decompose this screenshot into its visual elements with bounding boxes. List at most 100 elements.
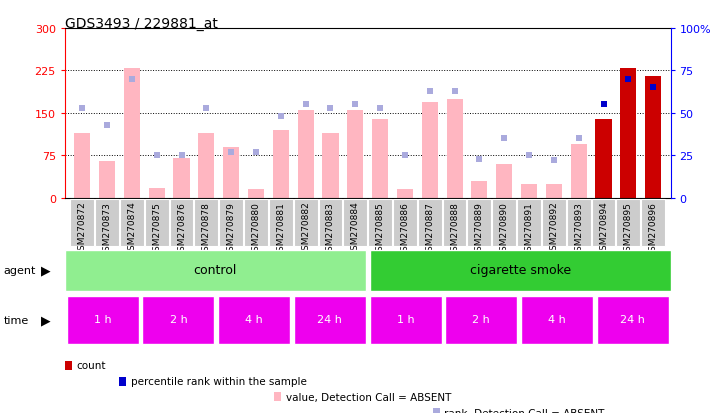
FancyBboxPatch shape [616, 199, 640, 247]
Text: 4 h: 4 h [548, 314, 566, 324]
Text: count: count [76, 361, 106, 370]
Text: GSM270875: GSM270875 [152, 201, 162, 256]
FancyBboxPatch shape [641, 199, 665, 247]
Bar [348, 111, 363, 198]
FancyBboxPatch shape [567, 199, 590, 247]
Text: GSM270878: GSM270878 [202, 201, 211, 256]
Text: GSM270885: GSM270885 [376, 201, 384, 256]
Text: GSM270883: GSM270883 [326, 201, 335, 256]
FancyBboxPatch shape [521, 296, 593, 344]
Bar [223, 147, 239, 198]
Text: cigarette smoke: cigarette smoke [470, 263, 571, 276]
FancyBboxPatch shape [244, 199, 268, 247]
Bar [546, 184, 562, 198]
Text: GSM270872: GSM270872 [78, 201, 87, 256]
FancyBboxPatch shape [517, 199, 541, 247]
FancyBboxPatch shape [319, 199, 342, 247]
FancyBboxPatch shape [368, 199, 392, 247]
FancyBboxPatch shape [218, 296, 290, 344]
FancyBboxPatch shape [71, 199, 94, 247]
FancyBboxPatch shape [592, 199, 616, 247]
FancyBboxPatch shape [145, 199, 169, 247]
FancyBboxPatch shape [195, 199, 218, 247]
FancyBboxPatch shape [370, 296, 441, 344]
FancyBboxPatch shape [393, 199, 417, 247]
FancyBboxPatch shape [343, 199, 367, 247]
Bar [570, 145, 587, 198]
Text: GSM270890: GSM270890 [500, 201, 509, 256]
Text: GSM270886: GSM270886 [400, 201, 410, 256]
FancyBboxPatch shape [219, 199, 243, 247]
Bar [620, 69, 637, 198]
Text: GSM270888: GSM270888 [450, 201, 459, 256]
Text: ▶: ▶ [41, 313, 50, 327]
Text: GSM270894: GSM270894 [599, 201, 608, 256]
Bar [298, 111, 314, 198]
FancyBboxPatch shape [143, 296, 214, 344]
Bar [645, 77, 661, 198]
Text: GSM270895: GSM270895 [624, 201, 633, 256]
Bar [397, 190, 413, 198]
FancyBboxPatch shape [293, 199, 317, 247]
Text: GSM270891: GSM270891 [525, 201, 534, 256]
Text: 24 h: 24 h [317, 314, 342, 324]
Bar [322, 133, 339, 198]
Text: agent: agent [4, 266, 36, 275]
Bar [74, 133, 90, 198]
Bar [372, 119, 388, 198]
Bar [596, 119, 611, 198]
Bar [422, 102, 438, 198]
Bar [248, 190, 264, 198]
Text: GSM270882: GSM270882 [301, 201, 310, 256]
Text: GSM270879: GSM270879 [226, 201, 236, 256]
Bar [446, 100, 463, 198]
Text: control: control [193, 263, 236, 276]
Text: value, Detection Call = ABSENT: value, Detection Call = ABSENT [286, 392, 451, 402]
Text: GSM270896: GSM270896 [649, 201, 658, 256]
Bar [99, 161, 115, 198]
Text: time: time [4, 315, 29, 325]
Text: 2 h: 2 h [472, 314, 490, 324]
Text: GSM270884: GSM270884 [351, 201, 360, 256]
Text: GSM270889: GSM270889 [475, 201, 484, 256]
FancyBboxPatch shape [370, 250, 671, 291]
FancyBboxPatch shape [443, 199, 466, 247]
Text: GSM270876: GSM270876 [177, 201, 186, 256]
Text: 2 h: 2 h [169, 314, 187, 324]
FancyBboxPatch shape [169, 199, 193, 247]
Text: 4 h: 4 h [245, 314, 263, 324]
Text: GSM270881: GSM270881 [276, 201, 286, 256]
Text: GSM270873: GSM270873 [102, 201, 112, 256]
Text: 24 h: 24 h [620, 314, 645, 324]
Bar [472, 181, 487, 198]
Bar [521, 184, 537, 198]
Text: 1 h: 1 h [397, 314, 415, 324]
Text: GSM270892: GSM270892 [549, 201, 558, 256]
Bar [273, 131, 289, 198]
FancyBboxPatch shape [492, 199, 516, 247]
Text: GSM270880: GSM270880 [252, 201, 260, 256]
FancyBboxPatch shape [542, 199, 566, 247]
Bar [496, 164, 513, 198]
Text: ▶: ▶ [41, 264, 50, 277]
Bar [149, 188, 165, 198]
Text: GSM270887: GSM270887 [425, 201, 434, 256]
FancyBboxPatch shape [446, 296, 517, 344]
Text: rank, Detection Call = ABSENT: rank, Detection Call = ABSENT [444, 408, 604, 413]
Bar [124, 69, 140, 198]
FancyBboxPatch shape [269, 199, 293, 247]
FancyBboxPatch shape [467, 199, 491, 247]
FancyBboxPatch shape [597, 296, 668, 344]
Text: percentile rank within the sample: percentile rank within the sample [131, 376, 306, 386]
FancyBboxPatch shape [95, 199, 119, 247]
FancyBboxPatch shape [65, 250, 366, 291]
Text: GSM270893: GSM270893 [574, 201, 583, 256]
FancyBboxPatch shape [294, 296, 366, 344]
FancyBboxPatch shape [120, 199, 143, 247]
Text: GDS3493 / 229881_at: GDS3493 / 229881_at [65, 17, 218, 31]
Text: GSM270874: GSM270874 [128, 201, 136, 256]
FancyBboxPatch shape [418, 199, 442, 247]
FancyBboxPatch shape [67, 296, 138, 344]
Text: 1 h: 1 h [94, 314, 112, 324]
Bar [198, 133, 214, 198]
